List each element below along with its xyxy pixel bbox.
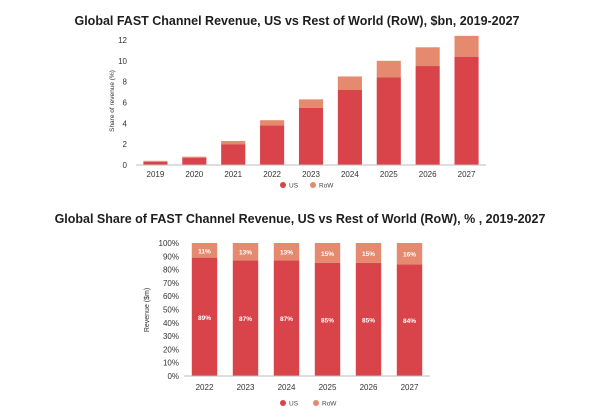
chart1-title: Global FAST Channel Revenue, US vs Rest … (74, 14, 519, 28)
chart2-y-tick: 10% (163, 359, 179, 368)
chart1-bar-us-2020 (182, 157, 207, 165)
chart2-data-label: 84% (403, 318, 416, 325)
chart2-x-tick: 2027 (401, 383, 419, 392)
chart2-y-tick: 90% (163, 252, 179, 261)
chart2-data-label: 15% (321, 251, 334, 258)
chart2-bar-us-2022 (191, 257, 218, 376)
chart2-data-label: 87% (280, 316, 293, 323)
chart2-y-tick: 20% (163, 345, 179, 354)
chart2-bar-us-2026 (355, 262, 382, 376)
chart1-y-tick: 2 (123, 140, 128, 149)
chart2-legend-label-row: RoW (322, 401, 337, 408)
chart1-x-tick: 2024 (341, 170, 359, 179)
chart1-bar-us-2027 (454, 56, 479, 165)
chart2-x-tick: 2026 (360, 383, 378, 392)
chart2-y-tick: 30% (163, 332, 179, 341)
chart1-x-tick: 2021 (224, 170, 242, 179)
chart2-data-label: 85% (321, 317, 334, 324)
chart1-bar-row-2025 (376, 60, 401, 78)
chart2-data-label: 16% (403, 252, 416, 259)
chart1-x-tick: 2019 (147, 170, 165, 179)
chart1-bar-us-2023 (298, 107, 324, 165)
chart2-bar-row-2022 (191, 243, 218, 258)
chart1-legend-marker-row (310, 182, 316, 188)
chart1-bar-us-2021 (221, 144, 246, 165)
chart2-bar-row-2027 (396, 243, 423, 265)
chart2-legend-marker-row (313, 400, 319, 406)
chart2-x-tick: 2024 (278, 383, 296, 392)
chart1-legend-label-us: US (289, 183, 299, 190)
chart2-bar-us-2023 (232, 260, 259, 376)
chart1-bar-us-2019 (143, 161, 168, 165)
chart2-plot: 0% 10% 20% 30% 40% 50% 60% 70% 80% 90% 100% 89% 11% 2… (159, 239, 430, 408)
chart1-x-tick: 2023 (302, 170, 320, 179)
chart1-bar-us-2025 (376, 77, 401, 165)
chart2-bar-us-2024 (273, 260, 300, 376)
chart2-data-label: 13% (239, 250, 252, 257)
chart1-bar-us-2024 (337, 90, 362, 165)
chart1-x-tick: 2025 (380, 170, 398, 179)
chart2-bar-row-2025 (314, 243, 341, 263)
chart2-bar-us-2025 (314, 262, 341, 376)
chart2-bar-row-2026 (355, 243, 382, 263)
chart1-bar-row-2019 (143, 160, 168, 162)
chart1-legend-label-row: RoW (319, 183, 334, 190)
chart1-y-axis-label: Share of revenue (%) (109, 70, 116, 132)
chart1-bar-row-2021 (221, 141, 246, 145)
chart1-bar-row-2023 (298, 99, 324, 108)
chart2-data-label: 89% (198, 315, 211, 322)
chart2-y-tick: 0% (167, 372, 179, 381)
chart1-bar-row-2024 (337, 76, 362, 90)
chart2-bar-row-2024 (273, 243, 300, 261)
chart2-y-tick: 40% (163, 319, 179, 328)
chart2-data-label: 87% (239, 316, 252, 323)
chart1-y-tick: 12 (118, 36, 127, 45)
chart2-legend-marker-us (280, 400, 286, 406)
chart1-bar-row-2022 (260, 120, 285, 126)
chart1-y-tick: 10 (118, 57, 127, 66)
chart1-x-tick: 2020 (185, 170, 203, 179)
chart1-plot: 0 2 4 6 8 10 12 2019 2020 2021 2022 2023 2024 2025 202… (118, 35, 486, 190)
chart1-bar-row-2026 (415, 47, 440, 67)
chart2-y-tick: 80% (163, 266, 179, 275)
chart2-y-tick: 100% (159, 239, 179, 248)
chart2-x-tick: 2022 (196, 383, 214, 392)
chart2-y-tick: 60% (163, 292, 179, 301)
chart1-x-tick: 2026 (419, 170, 437, 179)
chart1-x-tick: 2027 (458, 170, 476, 179)
chart2-bar-row-2023 (232, 243, 259, 261)
chart1-x-tick: 2022 (263, 170, 281, 179)
chart1-y-tick: 4 (123, 119, 128, 128)
chart1-y-tick: 8 (123, 78, 128, 87)
chart1-y-tick: 6 (123, 99, 128, 108)
chart1-bar-us-2026 (415, 66, 440, 165)
chart1-legend-marker-us (280, 182, 286, 188)
chart2-y-tick: 50% (163, 306, 179, 315)
chart2-x-tick: 2023 (237, 383, 255, 392)
chart1-bar-row-2027 (454, 35, 479, 57)
chart2-data-label: 11% (198, 248, 211, 255)
chart2-title: Global Share of FAST Channel Revenue, US… (55, 212, 546, 226)
chart2-data-label: 13% (280, 250, 293, 257)
chart2-data-label: 15% (362, 251, 375, 258)
chart2-y-tick: 70% (163, 279, 179, 288)
chart1-y-tick: 0 (123, 161, 128, 170)
chart2-y-axis-label: Revenue ($m) (144, 288, 151, 332)
chart2-data-label: 85% (362, 317, 375, 324)
chart1-bar-us-2022 (260, 125, 285, 165)
chart1-bar-row-2020 (182, 156, 207, 158)
chart2-bar-us-2027 (396, 264, 423, 376)
chart2-legend-label-us: US (289, 401, 299, 408)
chart2-x-tick: 2025 (319, 383, 337, 392)
